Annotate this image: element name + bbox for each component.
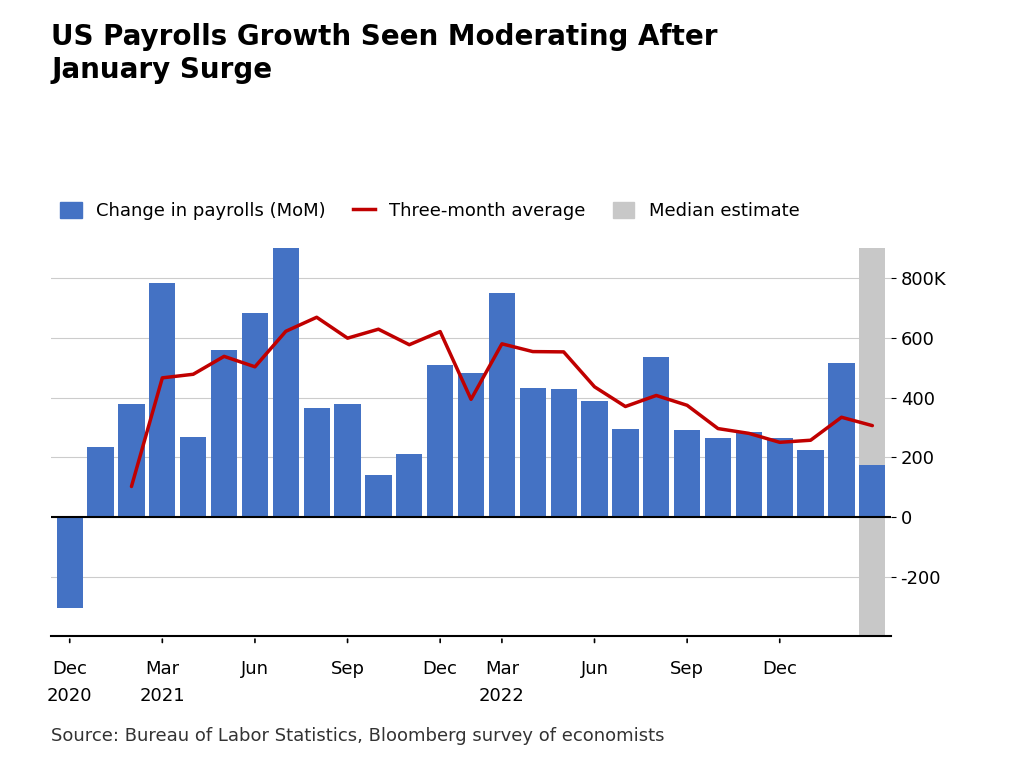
Text: Mar: Mar — [145, 660, 179, 677]
Text: Dec: Dec — [423, 660, 458, 677]
Text: US Payrolls Growth Seen Moderating After
January Surge: US Payrolls Growth Seen Moderating After… — [51, 23, 718, 84]
Bar — [488, 293, 515, 517]
Text: Sep: Sep — [331, 660, 365, 677]
Text: Dec: Dec — [762, 660, 797, 677]
Bar — [643, 357, 670, 517]
Bar — [859, 248, 886, 636]
Bar — [612, 429, 639, 517]
Bar — [366, 475, 391, 517]
Bar — [272, 203, 299, 517]
Legend: Change in payrolls (MoM), Three-month average, Median estimate: Change in payrolls (MoM), Three-month av… — [60, 202, 800, 220]
Bar — [396, 454, 423, 517]
Text: 2022: 2022 — [479, 687, 524, 705]
Bar — [519, 388, 546, 517]
Bar — [211, 350, 238, 517]
Bar — [335, 404, 360, 517]
Bar — [767, 438, 793, 517]
Bar — [674, 430, 700, 517]
Bar — [582, 400, 607, 517]
Bar — [458, 373, 484, 517]
Text: Mar: Mar — [484, 660, 519, 677]
Text: Jun: Jun — [581, 660, 608, 677]
Bar — [427, 365, 454, 517]
Bar — [551, 390, 577, 517]
Bar — [56, 517, 83, 608]
Bar — [828, 362, 855, 517]
Bar — [119, 404, 144, 517]
Bar — [87, 448, 114, 517]
Text: 2020: 2020 — [47, 687, 92, 705]
Text: Source: Bureau of Labor Statistics, Bloomberg survey of economists: Source: Bureau of Labor Statistics, Bloo… — [51, 727, 665, 745]
Text: 2021: 2021 — [139, 687, 185, 705]
Bar — [798, 450, 823, 517]
Text: Dec: Dec — [52, 660, 87, 677]
Bar — [150, 282, 175, 517]
Bar — [859, 465, 886, 517]
Bar — [180, 437, 206, 517]
Text: Jun: Jun — [241, 660, 269, 677]
Text: Sep: Sep — [670, 660, 705, 677]
Bar — [736, 432, 762, 517]
Bar — [303, 407, 330, 517]
Bar — [705, 438, 731, 517]
Bar — [242, 313, 268, 517]
